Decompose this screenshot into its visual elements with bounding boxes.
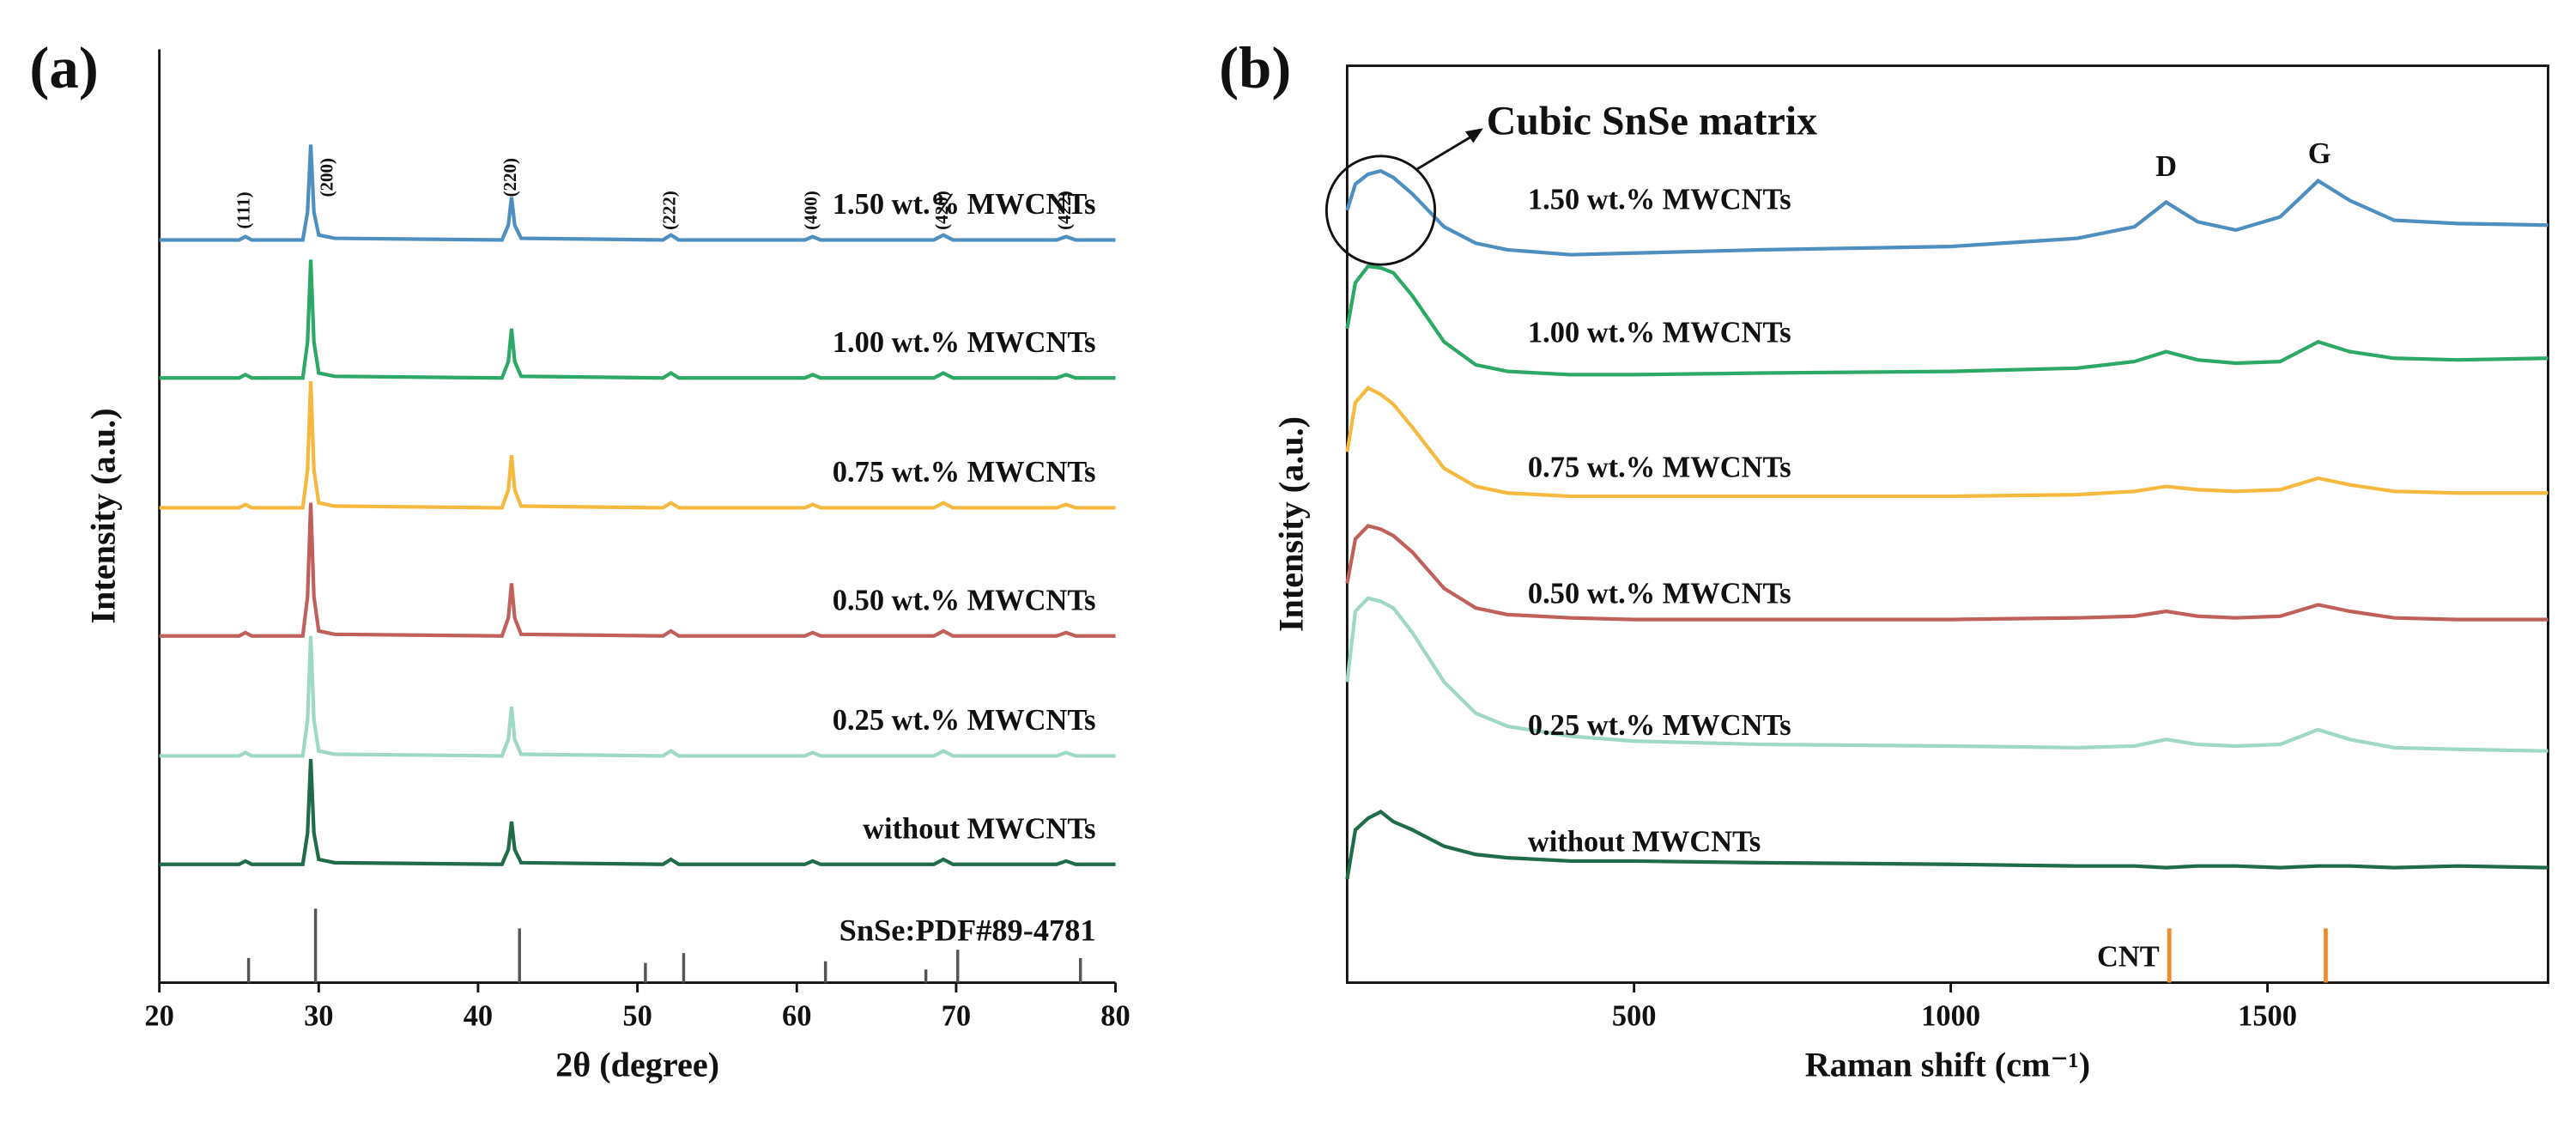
series-label: without MWCNTs — [1528, 826, 1761, 859]
spectrum-line — [159, 259, 1116, 380]
x-tick-label: 40 — [464, 1000, 493, 1033]
x-axis-label: Raman shift (cm⁻¹) — [1805, 1045, 2090, 1083]
series-label: 0.25 wt.% MWCNTs — [1528, 709, 1791, 742]
spectrum-line — [1345, 264, 2549, 377]
peak-annotation: (200) — [316, 158, 336, 197]
panel-label: (b) — [1219, 35, 1291, 100]
spectrum-line — [159, 502, 1116, 638]
spectrum-line — [159, 144, 1116, 242]
x-tick-label: 70 — [942, 1000, 971, 1033]
series-label: 1.50 wt.% MWCNTs — [833, 188, 1096, 221]
peak-annotation: (422) — [1054, 191, 1075, 230]
y-axis-label: Intensity (a.u.) — [84, 408, 123, 623]
series-label: 0.75 wt.% MWCNTs — [833, 456, 1096, 489]
peak-annotation: (420) — [931, 191, 952, 230]
series-label: 0.50 wt.% MWCNTs — [1528, 578, 1791, 610]
series-label: 1.50 wt.% MWCNTs — [1528, 183, 1791, 215]
series-label: without MWCNTs — [863, 812, 1095, 845]
x-tick-label: 1500 — [2238, 1000, 2297, 1033]
series-label: 0.75 wt.% MWCNTs — [1528, 451, 1791, 483]
x-tick-label: 60 — [782, 1000, 811, 1033]
spectrum-line — [159, 380, 1116, 510]
series-label: 0.50 wt.% MWCNTs — [833, 584, 1096, 616]
peak-annotation: G — [2308, 137, 2331, 170]
spectrum-line — [1345, 168, 2549, 257]
x-tick-label: 500 — [1612, 1000, 1657, 1033]
spectrum-line — [1345, 596, 2549, 753]
x-axis-label: 2θ (degree) — [555, 1045, 719, 1083]
peak-annotation: (111) — [233, 191, 254, 228]
callout-arrow — [1415, 130, 1481, 171]
spectrum-line — [159, 759, 1116, 866]
y-axis-label: Intensity (a.u.) — [1271, 416, 1310, 632]
callout-circle — [1324, 155, 1437, 266]
x-tick-label: 1000 — [1921, 1000, 1980, 1033]
spectrum-line — [1345, 810, 2549, 880]
series-label: 1.00 wt.% MWCNTs — [833, 326, 1096, 359]
callout-arrowhead — [1464, 128, 1483, 143]
callout-label: Cubic SnSe matrix — [1487, 98, 1817, 143]
series-label: 1.00 wt.% MWCNTs — [1528, 316, 1791, 349]
series-label: 0.25 wt.% MWCNTs — [833, 704, 1096, 737]
spectrum-line — [159, 635, 1116, 758]
peak-annotation: (400) — [801, 191, 821, 230]
peak-annotation: D — [2155, 150, 2177, 183]
x-tick-label: 50 — [622, 1000, 652, 1033]
reference-label: SnSe:PDF#89-4781 — [839, 913, 1096, 947]
x-tick-label: 20 — [144, 1000, 173, 1033]
peak-annotation: (220) — [500, 158, 520, 197]
x-tick-label: 80 — [1100, 1000, 1130, 1033]
x-tick-label: 30 — [304, 1000, 333, 1033]
spectrum-line — [1345, 524, 2549, 622]
peak-annotation: (222) — [658, 191, 679, 230]
panel-label: (a) — [29, 35, 98, 100]
axes-frame — [1345, 64, 2549, 984]
reference-label: CNT — [2097, 941, 2160, 974]
spectrum-line — [1345, 385, 2549, 499]
